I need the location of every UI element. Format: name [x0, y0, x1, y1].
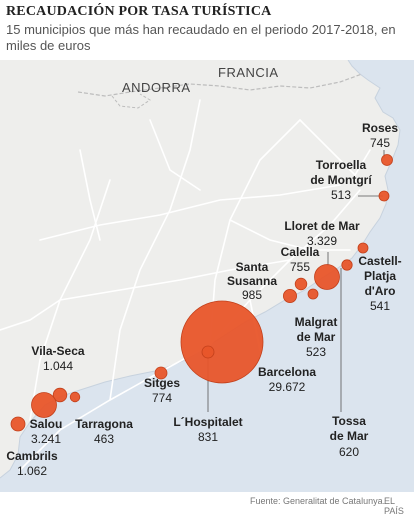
value-barcelona: 29.672	[269, 380, 306, 394]
bubble-calella[interactable]	[294, 277, 308, 291]
road-network	[0, 99, 371, 471]
source-note: Fuente: Generalitat de Catalunya.	[250, 496, 386, 506]
value-castell: 541	[370, 299, 390, 313]
label-torroella-line2: de Montgrí	[310, 173, 372, 187]
bubble-santa-susanna[interactable]	[282, 288, 297, 303]
label-sitges: Sitges	[144, 376, 180, 390]
value-tarragona: 463	[94, 432, 114, 446]
france-border	[77, 73, 363, 97]
bubble-torroella-de-montgri[interactable]	[378, 190, 390, 202]
map-title: RECAUDACIÓN POR TASA TURÍSTICA	[6, 4, 272, 19]
bubble-cambrils[interactable]	[10, 416, 26, 432]
label-barcelona: Barcelona	[258, 365, 316, 379]
value-calella: 755	[290, 260, 310, 274]
label-vila-seca: Vila-Seca	[31, 344, 84, 358]
bubble-l-hospitalet[interactable]	[201, 345, 215, 359]
bubbles	[10, 154, 393, 432]
value-santa-susanna: 985	[242, 288, 262, 302]
label-tarragona: Tarragona	[75, 417, 133, 431]
label-torroella-line1: Torroella	[316, 158, 367, 172]
label-tossa-line1: Tossa	[332, 414, 366, 428]
value-salou: 3.241	[31, 432, 61, 446]
label-roses: Roses	[362, 121, 398, 135]
value-lloret-de-mar: 3.329	[307, 234, 337, 248]
label-santa-susanna-line2: Susanna	[227, 274, 277, 288]
bubble-roses[interactable]	[381, 154, 393, 166]
label-malgrat-line2: de Mar	[297, 330, 336, 344]
value-sitges: 774	[152, 391, 172, 405]
value-cambrils: 1.062	[17, 464, 47, 478]
mediterranean-sea	[0, 60, 414, 492]
bubble-malgrat-de-mar[interactable]	[307, 288, 319, 300]
label-lloret-de-mar: Lloret de Mar	[284, 219, 360, 233]
bubble-tarragona[interactable]	[69, 391, 81, 403]
value-malgrat: 523	[306, 345, 326, 359]
bubble-castell-platja-d-aro[interactable]	[357, 242, 369, 254]
label-santa-susanna-line1: Santa	[236, 260, 269, 274]
value-vila-seca: 1.044	[43, 359, 73, 373]
value-l-hospitalet: 831	[198, 430, 218, 444]
municipality-labels: Roses 745 Torroella de Montgrí 513 Llore…	[6, 121, 401, 478]
andorra-label: ANDORRA	[122, 80, 191, 95]
bubble-barcelona[interactable]	[180, 300, 264, 384]
bubble-vila-seca[interactable]	[52, 387, 68, 403]
label-castell-line3: d'Aro	[365, 284, 396, 298]
label-malgrat-line1: Malgrat	[295, 315, 338, 329]
label-cambrils: Cambrils	[6, 449, 58, 463]
value-torroella: 513	[331, 188, 351, 202]
andorra-border	[111, 93, 151, 109]
bubble-salou[interactable]	[31, 392, 57, 418]
bubble-sitges[interactable]	[154, 366, 168, 380]
map-subtitle: 15 municipios que más han recaudado en e…	[6, 22, 396, 53]
bubble-tossa-de-mar[interactable]	[341, 259, 353, 271]
label-l-hospitalet: L´Hospitalet	[173, 415, 242, 429]
value-tossa: 620	[339, 445, 359, 459]
label-castell-line1: Castell-	[358, 254, 401, 268]
label-tossa-line2: de Mar	[330, 429, 369, 443]
value-roses: 745	[370, 136, 390, 150]
catalonia-map: ANDORRA FRANCIA Roses 745 Torroella de M…	[0, 60, 414, 492]
label-salou: Salou	[30, 417, 63, 431]
france-label: FRANCIA	[218, 65, 279, 80]
label-calella: Calella	[281, 245, 320, 259]
label-castell-line2: Platja	[364, 269, 396, 283]
bubble-lloret-de-mar[interactable]	[314, 264, 340, 290]
brand-logo: EL PAÍS	[384, 496, 404, 516]
